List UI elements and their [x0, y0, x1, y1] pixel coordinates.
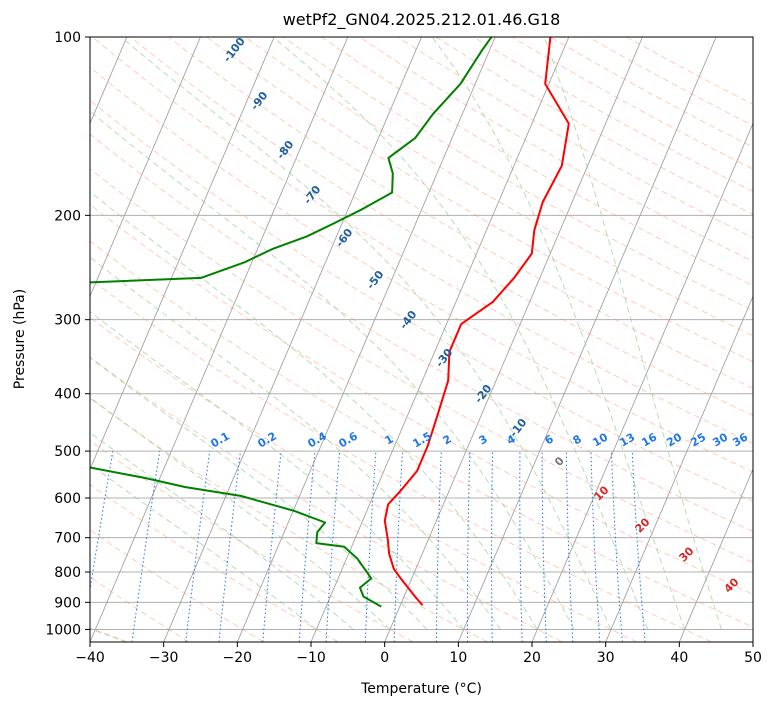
- y-tick-label: 200: [54, 208, 81, 224]
- y-tick-label: 600: [54, 491, 81, 507]
- x-tick-label: −30: [149, 650, 179, 666]
- y-axis-label: Pressure (hPa): [12, 289, 28, 389]
- x-axis-label: Temperature (°C): [360, 681, 482, 697]
- x-tick-label: 10: [449, 650, 467, 666]
- y-tick-label: 500: [54, 444, 81, 460]
- y-tick-label: 900: [54, 595, 81, 611]
- y-tick-label: 1000: [45, 622, 81, 638]
- x-tick-label: −20: [223, 650, 253, 666]
- chart-title: wetPf2_GN04.2025.212.01.46.G18: [283, 10, 561, 30]
- y-tick-label: 700: [54, 531, 81, 547]
- y-tick-label: 300: [54, 313, 81, 329]
- x-tick-label: −40: [75, 650, 105, 666]
- y-tick-label: 400: [54, 387, 81, 403]
- x-tick-label: 0: [380, 650, 389, 666]
- y-tick-label: 800: [54, 565, 81, 581]
- x-tick-label: 20: [523, 650, 541, 666]
- x-tick-label: 50: [744, 650, 762, 666]
- x-tick-label: 40: [670, 650, 688, 666]
- x-tick-label: −10: [296, 650, 326, 666]
- y-tick-label: 100: [54, 30, 81, 46]
- x-tick-label: 30: [597, 650, 615, 666]
